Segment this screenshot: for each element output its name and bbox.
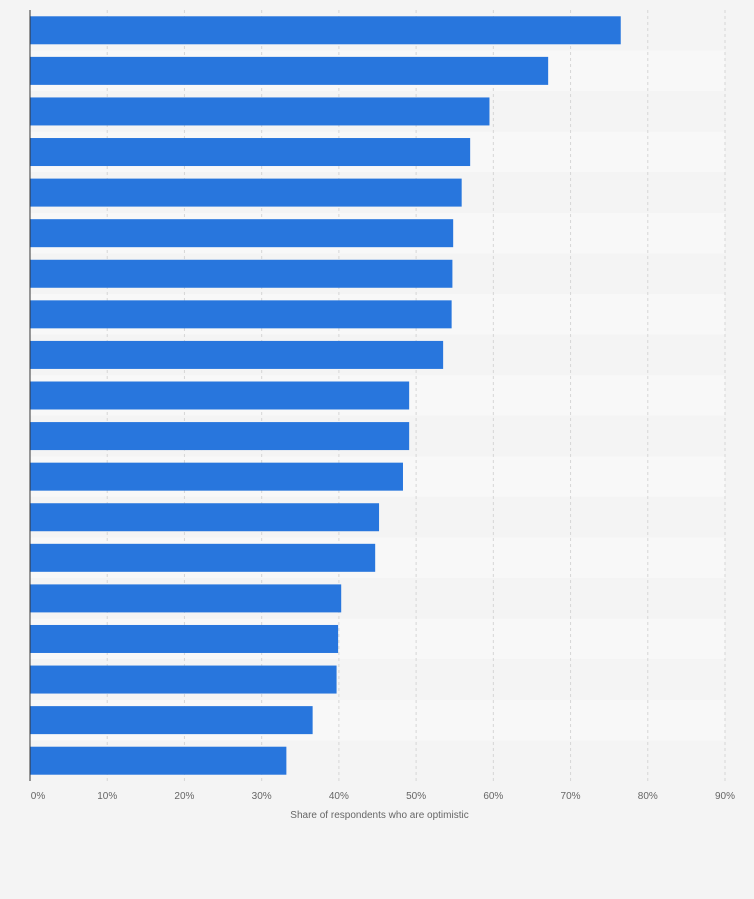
x-tick-labels: 0% 10% 20% 30% 40% 50% 60% 70% 80% 90% — [31, 791, 735, 802]
x-tick-label: 10% — [97, 791, 117, 802]
bar[interactable] — [30, 706, 313, 735]
x-tick-label: 30% — [252, 791, 272, 802]
x-tick-label: 20% — [174, 791, 194, 802]
bar[interactable] — [30, 422, 410, 451]
x-tick-label: 90% — [715, 791, 735, 802]
x-tick-label: 40% — [329, 791, 349, 802]
bar[interactable] — [30, 56, 549, 85]
x-axis-title: Share of respondents who are optimistic — [290, 810, 468, 821]
x-tick-label: 50% — [406, 791, 426, 802]
bar[interactable] — [30, 340, 444, 369]
x-tick-label: 80% — [638, 791, 658, 802]
bars — [30, 16, 621, 775]
x-tick-label: 70% — [561, 791, 581, 802]
bar[interactable] — [30, 584, 342, 613]
bar[interactable] — [30, 462, 403, 491]
x-tick-label: 60% — [483, 791, 503, 802]
bar[interactable] — [30, 259, 453, 288]
bar[interactable] — [30, 665, 337, 694]
bar[interactable] — [30, 503, 380, 532]
bar[interactable] — [30, 219, 454, 248]
bar[interactable] — [30, 178, 462, 207]
bar[interactable] — [30, 624, 339, 653]
bar[interactable] — [30, 381, 410, 410]
bar[interactable] — [30, 746, 287, 775]
bar[interactable] — [30, 16, 621, 45]
bar[interactable] — [30, 300, 452, 329]
x-tick-label: 0% — [31, 791, 46, 802]
bar[interactable] — [30, 97, 490, 126]
bar[interactable] — [30, 543, 376, 572]
bar[interactable] — [30, 138, 471, 167]
